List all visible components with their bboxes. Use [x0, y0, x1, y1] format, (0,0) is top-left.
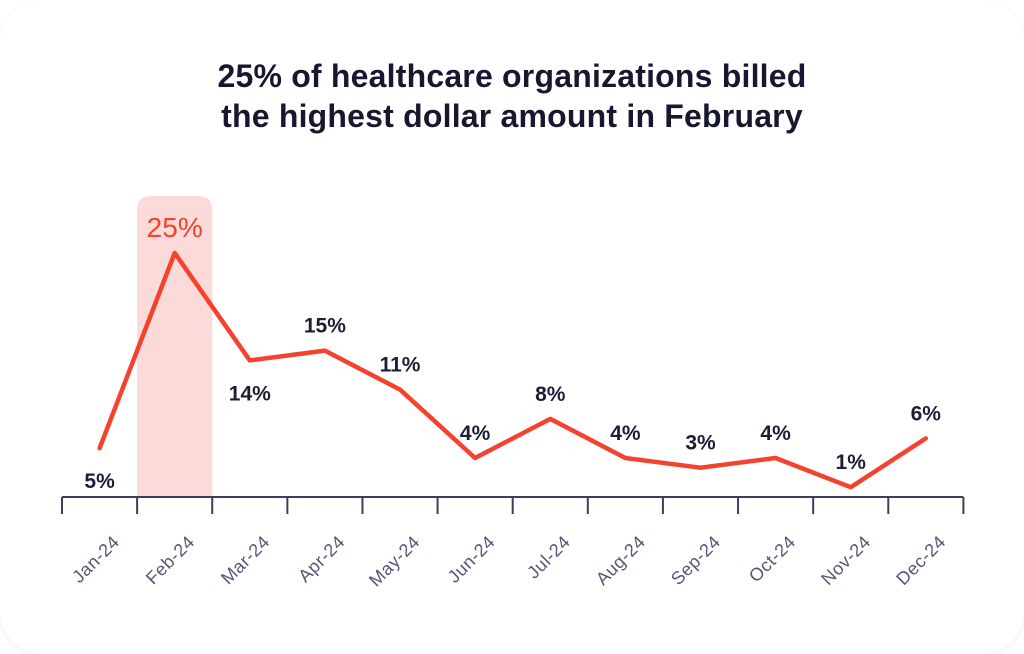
month-label: Dec-24 [892, 532, 949, 589]
month-label: May-24 [365, 532, 424, 591]
month-label: Feb-24 [142, 532, 199, 589]
chart-title: 25% of healthcare organizations billed t… [0, 56, 1024, 136]
value-label: 14% [229, 382, 271, 405]
month-label: Jun-24 [444, 532, 499, 587]
month-label: Nov-24 [817, 532, 874, 589]
value-label: 11% [380, 354, 421, 377]
value-label: 8% [535, 383, 566, 406]
value-label: 3% [685, 432, 716, 455]
month-label: Aug-24 [592, 532, 649, 589]
value-label: 4% [460, 422, 491, 445]
month-label: Mar-24 [217, 532, 274, 589]
month-label: Jan-24 [68, 532, 123, 587]
month-label: Apr-24 [294, 532, 348, 586]
trend-line [97, 250, 929, 490]
value-label: 4% [760, 422, 791, 445]
month-label: Oct-24 [745, 532, 799, 586]
highlight-value-label: 25% [147, 212, 203, 243]
value-label: 6% [911, 402, 942, 425]
value-label: 1% [836, 451, 867, 474]
month-label: Jul-24 [523, 532, 574, 583]
highlight-band [137, 196, 213, 497]
value-label: 4% [610, 422, 641, 445]
chart-title-line1: 25% of healthcare organizations billed [217, 58, 807, 94]
value-label: 15% [304, 315, 346, 338]
value-label: 5% [84, 470, 115, 493]
month-label: Sep-24 [667, 532, 724, 589]
chart-title-line2: the highest dollar amount in February [221, 98, 803, 134]
